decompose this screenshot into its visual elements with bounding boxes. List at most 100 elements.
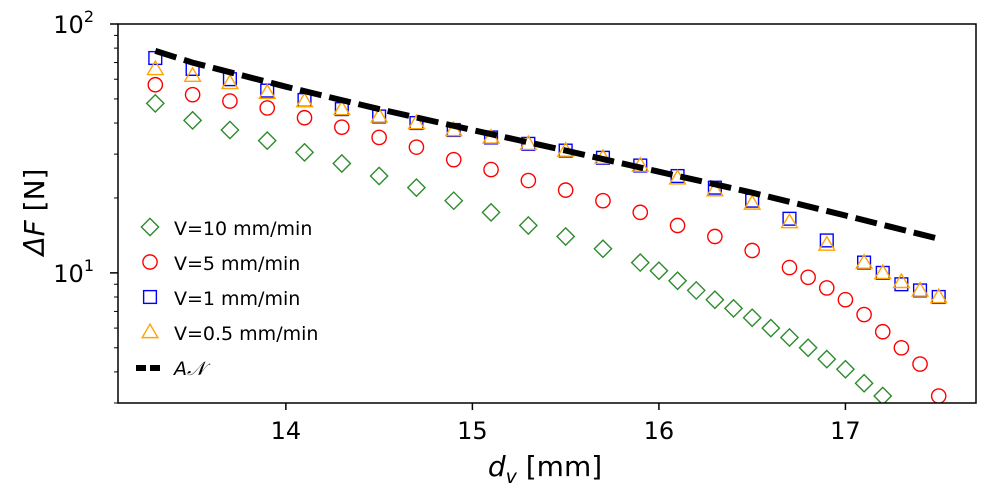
legend-label-3: V=1 mm/min [174,288,300,310]
data-point-s2-26 [930,388,947,403]
data-point-s1-15 [649,261,669,281]
data-point-s1-2 [182,110,203,130]
data-point-s2-19 [800,269,816,286]
legend-label-2: V=5 mm/min [174,253,300,275]
data-point-s1-4 [257,130,277,151]
data-point-s1-9 [444,191,464,211]
data-point-s4-20 [854,253,874,269]
y-axis-label: ΔF [N] [18,169,51,258]
fit-line [154,48,940,242]
data-point-s2-11 [520,172,537,189]
data-point-s1-14 [630,252,650,273]
data-point-s4-6 [332,99,351,116]
data-point-s1-22 [779,327,800,348]
series-4 [146,59,948,304]
data-point-s3-24 [931,289,946,305]
data-point-s2-18 [781,259,798,276]
data-point-s1-10 [481,202,501,223]
data-point-s2-7 [371,129,387,146]
legend-marker-1 [140,217,160,237]
x-tick-label-15: 15 [457,417,488,445]
data-point-s3-23 [912,283,928,298]
data-point-s1-3 [220,120,240,140]
data-point-s4-7 [370,107,389,123]
data-point-s2-25 [912,356,928,372]
data-point-s2-9 [445,151,462,168]
legend-label-4: V=0.5 mm/min [174,323,318,345]
data-point-s4-4 [258,83,277,99]
legend-marker-3 [142,289,158,305]
data-point-s2-23 [874,323,891,340]
data-point-s1-18 [705,290,725,310]
data-point-s2-1 [147,76,164,93]
x-tick-label-14: 14 [271,417,302,445]
data-point-s1-16 [667,271,688,291]
x-axis-label-main: d [488,450,506,483]
data-point-s1-27 [873,386,893,403]
data-point-s4-21 [873,263,892,280]
data-point-s2-12 [557,182,574,198]
data-point-s4-23 [910,281,930,297]
data-point-s1-20 [742,308,762,328]
series-2 [147,76,947,403]
x-axis-label-sub: v [506,466,518,488]
data-point-s1-12 [556,226,576,247]
data-point-s4-1 [146,59,165,76]
y-tick-label-10: 101 [53,256,94,288]
data-point-s2-2 [184,86,201,103]
data-point-s2-24 [893,339,910,356]
data-point-s2-17 [744,242,760,259]
data-point-s2-4 [259,100,276,116]
legend-label-1: V=10 mm/min [174,218,312,240]
y-axis-label-main: ΔF [18,219,51,257]
data-point-s4-16 [705,180,724,197]
data-point-s4-8 [407,113,426,130]
plot-frame [117,23,977,404]
data-point-s3-18 [782,211,797,226]
axes-layer: 14 15 16 17 101 102 [53,7,860,445]
data-point-s1-5 [294,142,315,162]
data-point-s3-20 [857,255,872,270]
x-axis-label: dv [mm] [488,450,602,488]
data-point-s3-22 [894,277,909,292]
data-point-s1-7 [369,166,389,186]
data-point-s4-17 [743,194,762,210]
data-point-s4-3 [220,73,240,90]
data-point-s2-13 [595,192,611,209]
data-point-s1-6 [332,153,352,174]
data-point-s2-10 [483,161,499,178]
legend: V=10 mm/min V=5 mm/min V=1 mm/min V=0.5 mm/… [136,217,318,380]
data-point-s1-26 [854,373,874,393]
fit-layer [154,48,940,242]
data-point-s2-22 [856,306,872,323]
y-tick-label-100: 102 [53,7,94,39]
data-point-s2-14 [632,204,649,221]
data-point-s1-23 [798,338,818,358]
data-point-s3-4 [260,83,275,98]
data-point-s2-5 [296,109,313,126]
x-tick-label-16: 16 [644,417,675,445]
data-point-s1-19 [723,298,744,318]
data-point-s1-1 [145,93,165,113]
data-point-s3-21 [875,265,890,280]
x-axis-label-unit: [mm] [517,450,602,483]
data-point-s2-8 [408,139,425,155]
data-point-s4-2 [183,66,202,82]
data-point-s2-21 [837,291,854,308]
data-point-s3-8 [409,115,424,131]
data-point-s2-20 [818,280,835,296]
data-point-s1-24 [817,349,837,369]
data-point-s2-16 [707,228,723,245]
data-point-s3-19 [819,233,834,248]
legend-marker-4 [140,322,160,339]
legend-label-fit: A𝒩 [172,358,211,380]
legend-marker-2 [142,254,158,270]
data-point-s2-3 [222,93,238,109]
data-point-s1-21 [761,318,781,338]
data-point-s1-17 [686,280,706,301]
y-axis-label-unit: [N] [18,169,51,221]
data-point-s2-6 [334,119,350,135]
data-point-s4-19 [817,235,836,251]
data-point-s4-5 [295,91,314,108]
